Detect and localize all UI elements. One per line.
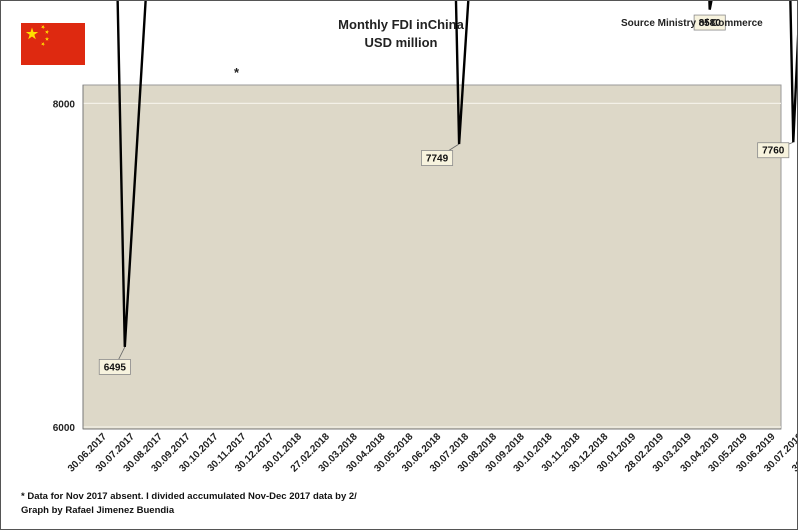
flag-small-star — [45, 29, 50, 34]
footnote: * Data for Nov 2017 absent. I divided ac… — [21, 491, 357, 502]
flag-small-star — [44, 36, 50, 41]
data-label-box — [693, 14, 726, 31]
flag-small-star — [41, 41, 46, 47]
y-axis: 6000800010000120001400016000 — [53, 85, 781, 434]
asterisk-mark: * — [234, 65, 240, 80]
data-label-box — [421, 150, 454, 166]
chart-title: Monthly FDI inChina — [338, 17, 464, 32]
china-flag-icon — [21, 23, 85, 65]
source-note: Source Ministry of Commerce — [621, 18, 763, 29]
data-label: 7760 — [762, 146, 785, 157]
data-label: 8580 — [699, 18, 722, 29]
flag-small-star — [41, 25, 46, 30]
flag-big-star — [25, 27, 39, 40]
x-axis: 30.06.201730.07.201730.08.201730.09.2017… — [66, 431, 797, 474]
data-labels: 1480164959363105859034149561495612074898… — [98, 14, 790, 375]
gridlines — [83, 102, 781, 428]
data-label: 7749 — [426, 154, 449, 165]
y-tick-label: 6000 — [53, 423, 76, 434]
plot-area — [82, 84, 782, 430]
chart-subtitle: USD million — [365, 35, 438, 50]
author-credit: Graph by Rafael Jimenez Buendia — [21, 505, 175, 516]
y-tick-label: 8000 — [53, 99, 76, 110]
data-label: 6495 — [104, 362, 127, 373]
data-label-box — [98, 359, 131, 375]
flag-field — [21, 23, 85, 65]
data-label-box — [757, 142, 790, 159]
